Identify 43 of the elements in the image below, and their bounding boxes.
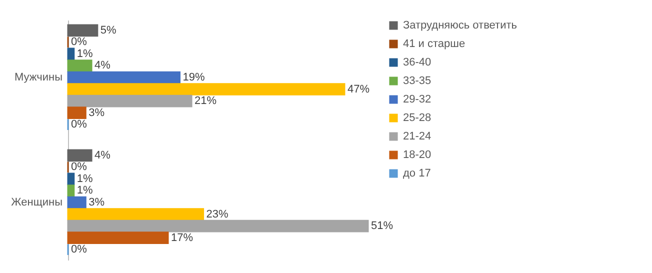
data-label: 51% (371, 220, 394, 232)
bar (67, 24, 98, 37)
data-label: 1% (76, 172, 93, 185)
data-label: 0% (71, 118, 88, 131)
bar (67, 71, 181, 84)
data-label: 1% (76, 184, 93, 197)
bar (67, 60, 92, 72)
legend-label: 21-24 (403, 130, 432, 142)
data-label: 0% (71, 244, 88, 256)
data-label: 21% (194, 95, 217, 108)
data-label: 47% (347, 83, 370, 96)
data-label: 23% (206, 208, 229, 220)
data-label: 4% (94, 60, 111, 72)
y-tick-label: Женщины (11, 196, 63, 208)
bar (67, 232, 169, 244)
data-label: 1% (76, 48, 93, 60)
data-label: 0% (71, 161, 88, 174)
legend-label: 36-40 (403, 56, 432, 68)
bar (67, 208, 204, 220)
bar (67, 149, 92, 162)
legend-label: 18-20 (403, 149, 432, 161)
legend-label: Затрудняюсь ответить (403, 20, 518, 32)
y-tick-label: Мужчины (14, 72, 63, 84)
legend-label: до 17 (403, 168, 431, 180)
bar (67, 94, 192, 108)
data-label: 17% (171, 232, 194, 244)
bar (67, 106, 86, 119)
data-label: 5% (100, 24, 117, 36)
bar (67, 184, 75, 197)
data-label: 3% (88, 106, 105, 119)
data-label: 19% (182, 72, 205, 84)
bar (67, 48, 75, 60)
data-label: 4% (94, 149, 111, 162)
bar (67, 220, 369, 232)
bar (67, 172, 75, 186)
legend-label: 25-28 (403, 112, 432, 124)
legend-label: 41 и старше (403, 38, 466, 50)
bar (67, 83, 346, 96)
data-label: 3% (88, 196, 105, 208)
legend-label: 33-35 (403, 75, 432, 87)
bar (67, 196, 86, 209)
data-label: 0% (71, 36, 88, 48)
legend-label: 29-32 (403, 94, 432, 106)
